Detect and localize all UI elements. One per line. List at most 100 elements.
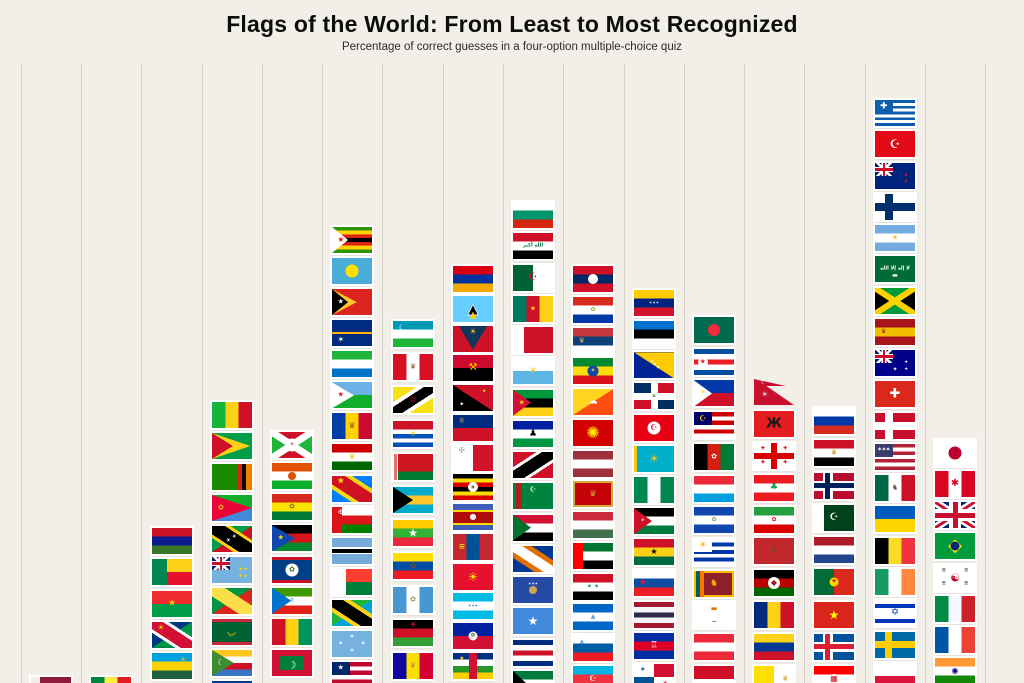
- flag-kazakhstan: ☀: [634, 445, 674, 472]
- gridline: [382, 64, 383, 683]
- flag-el-salvador: ✿: [694, 507, 734, 534]
- flag-ethiopia: ✶: [573, 358, 613, 385]
- flag-stack-bin-5: ✶ ✿ ★ ✿ ✿ ☾: [272, 432, 312, 676]
- flag-saudi-arabia: لا إله إلا الله ▬: [875, 256, 915, 283]
- flag-burundi: ✶: [272, 432, 312, 458]
- flag-slovenia: ▲: [573, 635, 613, 662]
- flag-stack-bin-14: ♛ ☪ ✚ ★ ▦: [814, 408, 854, 683]
- flag-indonesia-partial: [694, 665, 734, 683]
- flag-poland-partial: [875, 662, 915, 683]
- flag-iran: ✿: [754, 506, 794, 533]
- flag-tunisia: ☪: [634, 414, 674, 441]
- flag-uzbekistan: ☾: [393, 321, 433, 347]
- flag-stack-bin-15: ✚ ☪ ✦ ✦ ☀ لا إله إلا الله ▬ ♛ ✦ ✦ ✦ ✚ ∗∗∗ ♞ ✡: [875, 100, 915, 683]
- gridline: [925, 64, 926, 683]
- flag-marshall-islands: ★: [513, 545, 553, 572]
- flag-nicaragua: ▲: [573, 604, 613, 631]
- flag-ukraine: [875, 506, 915, 533]
- flag-central-african-republic: ★: [453, 652, 493, 679]
- flag-saint-kitts-and-nevis: ✶ ✶: [212, 526, 252, 552]
- flag-colombia: [754, 634, 794, 660]
- flag-gambia: [152, 528, 192, 554]
- flag-austria: [694, 634, 734, 661]
- flag-haiti: ✿: [453, 623, 493, 650]
- flag-morocco: ☆: [754, 538, 794, 565]
- flag-malawi: ☀: [393, 619, 433, 646]
- gridline: [262, 64, 263, 683]
- flag-uruguay: ☀: [694, 539, 734, 566]
- flag-stack-bin-8: ▲ ▲ ▲ ☀ ⚒ ✦ ✦ ♕ ✠ ● ● ≡ ☀ ✶✶✶ ✿ ★: [453, 266, 493, 679]
- flag-senegal-partial: [91, 677, 131, 683]
- flag-cyprus: ▬ ~: [694, 602, 734, 629]
- flag-dominican-republic: ✿: [634, 383, 674, 410]
- flag-stack-bin-16: ✱ ◆ ☯≡≡≡≡ ◉: [935, 440, 975, 683]
- flag-guyana: [212, 433, 252, 459]
- flag-mauritania: ☾: [212, 619, 252, 645]
- flag-bahamas: [393, 486, 433, 513]
- flag-stack-bin-6: ★ ★ ✶ ★ ♛ ♛ ★ ✠ ✶ ✶ ✶ ✶ ★: [332, 227, 372, 683]
- flag-namibia: ☀: [152, 621, 192, 648]
- flag-benin: [152, 559, 192, 586]
- gridline: [624, 64, 625, 683]
- flag-mongolia: ≡: [453, 533, 493, 560]
- flag-uganda: ●: [453, 474, 493, 501]
- chart-subtitle: Percentage of correct guesses in a four-…: [341, 41, 683, 53]
- flag-honduras: ✶✶✶: [453, 593, 493, 620]
- flag-qatar-partial: [31, 677, 71, 683]
- flag-laos: [573, 266, 613, 292]
- flag-saint-lucia: ▲ ▲ ▲: [453, 295, 493, 322]
- flag-republic-of-the-congo: [212, 588, 252, 614]
- flag-moldova: ♛: [332, 413, 372, 440]
- gridline: [865, 64, 866, 683]
- flag-sri-lanka: ♞: [694, 570, 734, 597]
- flag-turkmenistan: ☪: [513, 483, 553, 510]
- flag-tanzania: [332, 599, 372, 626]
- flag-botswana: [332, 537, 372, 564]
- flag-guinea: [272, 618, 312, 645]
- flag-sierra-leone: [332, 351, 372, 378]
- flag-san-marino: ♛: [513, 358, 553, 385]
- flag-estonia: [634, 321, 674, 348]
- flag-venezuela: ✶✶✶: [634, 290, 674, 316]
- flag-united-states: ∗∗∗: [875, 443, 915, 470]
- flag-slovakia: ✚: [634, 570, 674, 597]
- flag-jordan: ✶: [634, 508, 674, 535]
- flag-niger: [272, 463, 312, 490]
- flag-thailand: [634, 601, 674, 628]
- flag-canada: ✱: [935, 471, 975, 498]
- flag-philippines: ☀: [694, 380, 734, 407]
- flag-ecuador: ✿: [393, 553, 433, 580]
- flag-sweden: [875, 631, 915, 658]
- flag-zambia: [212, 464, 252, 490]
- flag-ghana: ★: [634, 539, 674, 566]
- flag-malta: ✠: [453, 444, 493, 471]
- gridline: [684, 64, 685, 683]
- flag-bahrain: [513, 327, 553, 354]
- gridline: [81, 64, 82, 683]
- flag-iceland: [814, 633, 854, 660]
- flag-israel: ✡: [875, 600, 915, 627]
- flag-paraguay: ✿: [573, 296, 613, 323]
- flag-nigeria: [634, 476, 674, 503]
- flag-sudan: [513, 514, 553, 541]
- flag-eritrea: ✿: [212, 495, 252, 521]
- flag-latvia: [573, 450, 613, 477]
- flag-montenegro: ♛: [573, 481, 613, 508]
- flag-jamaica: [875, 287, 915, 314]
- flag-burkina-faso: ★: [152, 590, 192, 617]
- flag-turkey: ☪: [875, 131, 915, 158]
- flag-algeria: ☪: [513, 264, 553, 291]
- flag-cameroon: ★: [513, 295, 553, 322]
- flag-palau: [332, 258, 372, 285]
- flag-angola: ⚒: [453, 355, 493, 382]
- flag-stack-bin-13: ☾ ☀ Ж ✚ ✚ ✚ ✚ ♣ ✿ ☆ ◆ ♛: [754, 379, 794, 683]
- flag-belize: ✿: [272, 556, 312, 583]
- gridline: [985, 64, 986, 683]
- flag-lebanon: ♣: [754, 474, 794, 501]
- flag-malaysia: ☪: [694, 412, 734, 439]
- flag-luxembourg: [694, 475, 734, 502]
- flag-hungary: [573, 512, 613, 539]
- flag-tuvalu: ✦✦ ✦✦: [212, 557, 252, 583]
- flag-madagascar: [332, 568, 372, 595]
